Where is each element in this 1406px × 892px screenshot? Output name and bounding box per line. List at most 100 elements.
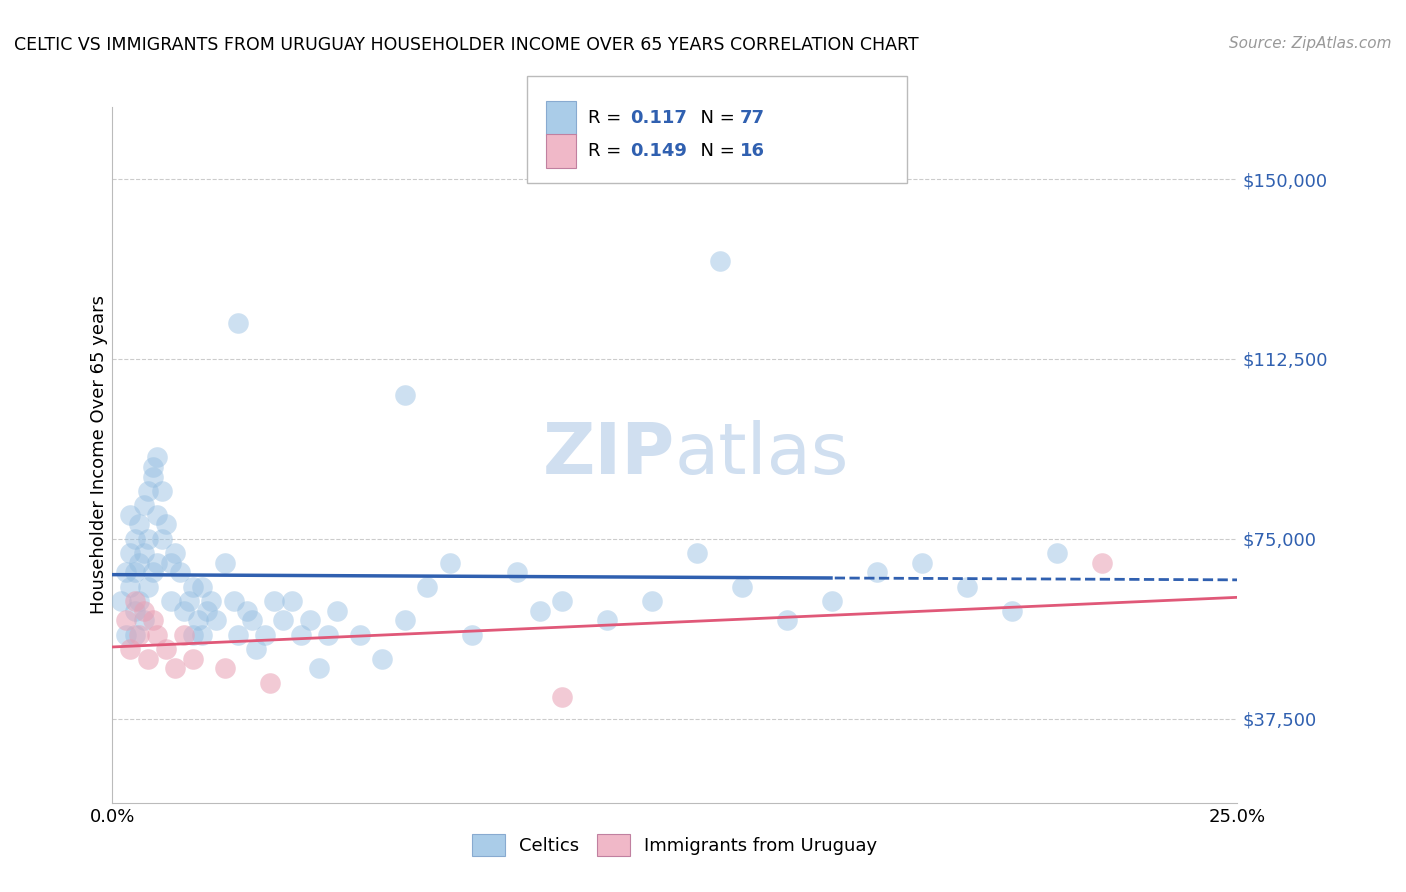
Point bbox=[183, 652, 205, 666]
Point bbox=[128, 517, 150, 532]
Point bbox=[731, 580, 754, 594]
Text: 0.149: 0.149 bbox=[630, 142, 686, 160]
Point bbox=[263, 594, 285, 608]
Point bbox=[115, 614, 138, 628]
Point bbox=[142, 469, 165, 483]
Point bbox=[195, 604, 218, 618]
Point bbox=[191, 628, 214, 642]
Point bbox=[150, 532, 173, 546]
Point bbox=[160, 556, 183, 570]
Point bbox=[551, 594, 574, 608]
Point bbox=[299, 614, 322, 628]
Point bbox=[146, 508, 169, 522]
Point bbox=[240, 614, 263, 628]
Point bbox=[132, 546, 155, 560]
Point bbox=[128, 556, 150, 570]
Point bbox=[146, 628, 169, 642]
Text: 0.117: 0.117 bbox=[630, 109, 686, 127]
Point bbox=[128, 628, 150, 642]
Point bbox=[281, 594, 304, 608]
Point bbox=[160, 594, 183, 608]
Point bbox=[222, 594, 245, 608]
Point bbox=[128, 594, 150, 608]
Point bbox=[138, 580, 160, 594]
Point bbox=[120, 580, 142, 594]
Point bbox=[173, 628, 195, 642]
Point bbox=[142, 459, 165, 474]
Text: R =: R = bbox=[588, 109, 627, 127]
Point bbox=[124, 604, 146, 618]
Point bbox=[254, 628, 277, 642]
Point bbox=[138, 532, 160, 546]
Point bbox=[529, 604, 551, 618]
Point bbox=[461, 628, 484, 642]
Point bbox=[200, 594, 222, 608]
Point bbox=[155, 517, 177, 532]
Point bbox=[142, 614, 165, 628]
Point bbox=[132, 604, 155, 618]
Point bbox=[146, 450, 169, 465]
Point bbox=[165, 546, 187, 560]
Point bbox=[236, 604, 259, 618]
Point bbox=[776, 614, 799, 628]
Point bbox=[205, 614, 228, 628]
Point bbox=[124, 594, 146, 608]
Point bbox=[318, 628, 340, 642]
Point bbox=[245, 642, 267, 657]
Point bbox=[146, 556, 169, 570]
Point bbox=[120, 546, 142, 560]
Text: 77: 77 bbox=[740, 109, 765, 127]
Point bbox=[214, 556, 236, 570]
Point bbox=[1001, 604, 1024, 618]
Point bbox=[308, 661, 330, 675]
Point bbox=[273, 614, 295, 628]
Text: 16: 16 bbox=[740, 142, 765, 160]
Point bbox=[228, 316, 250, 330]
Point bbox=[120, 508, 142, 522]
Point bbox=[416, 580, 439, 594]
Point bbox=[173, 604, 195, 618]
Point bbox=[439, 556, 461, 570]
Text: CELTIC VS IMMIGRANTS FROM URUGUAY HOUSEHOLDER INCOME OVER 65 YEARS CORRELATION C: CELTIC VS IMMIGRANTS FROM URUGUAY HOUSEH… bbox=[14, 36, 918, 54]
Point bbox=[259, 676, 281, 690]
Point bbox=[709, 253, 731, 268]
Point bbox=[110, 594, 132, 608]
Point bbox=[866, 566, 889, 580]
Point bbox=[1046, 546, 1069, 560]
Point bbox=[120, 642, 142, 657]
Point bbox=[956, 580, 979, 594]
Point bbox=[1091, 556, 1114, 570]
Point bbox=[142, 566, 165, 580]
Point bbox=[551, 690, 574, 705]
Y-axis label: Householder Income Over 65 years: Householder Income Over 65 years bbox=[90, 295, 108, 615]
Point bbox=[506, 566, 529, 580]
Point bbox=[150, 483, 173, 498]
Point bbox=[124, 628, 146, 642]
Point bbox=[124, 532, 146, 546]
Text: ZIP: ZIP bbox=[543, 420, 675, 490]
Point bbox=[165, 661, 187, 675]
Text: R =: R = bbox=[588, 142, 627, 160]
Point bbox=[911, 556, 934, 570]
Point bbox=[191, 580, 214, 594]
Point bbox=[177, 594, 200, 608]
Legend: Celtics, Immigrants from Uruguay: Celtics, Immigrants from Uruguay bbox=[465, 827, 884, 863]
Text: N =: N = bbox=[689, 109, 741, 127]
Point bbox=[596, 614, 619, 628]
Point bbox=[214, 661, 236, 675]
Point bbox=[183, 580, 205, 594]
Point bbox=[686, 546, 709, 560]
Point bbox=[394, 614, 416, 628]
Point bbox=[138, 652, 160, 666]
Point bbox=[183, 628, 205, 642]
Point bbox=[349, 628, 371, 642]
Text: N =: N = bbox=[689, 142, 741, 160]
Point bbox=[371, 652, 394, 666]
Text: Source: ZipAtlas.com: Source: ZipAtlas.com bbox=[1229, 36, 1392, 51]
Point bbox=[115, 628, 138, 642]
Point bbox=[228, 628, 250, 642]
Point bbox=[132, 498, 155, 512]
Point bbox=[290, 628, 312, 642]
Point bbox=[138, 483, 160, 498]
Point bbox=[155, 642, 177, 657]
